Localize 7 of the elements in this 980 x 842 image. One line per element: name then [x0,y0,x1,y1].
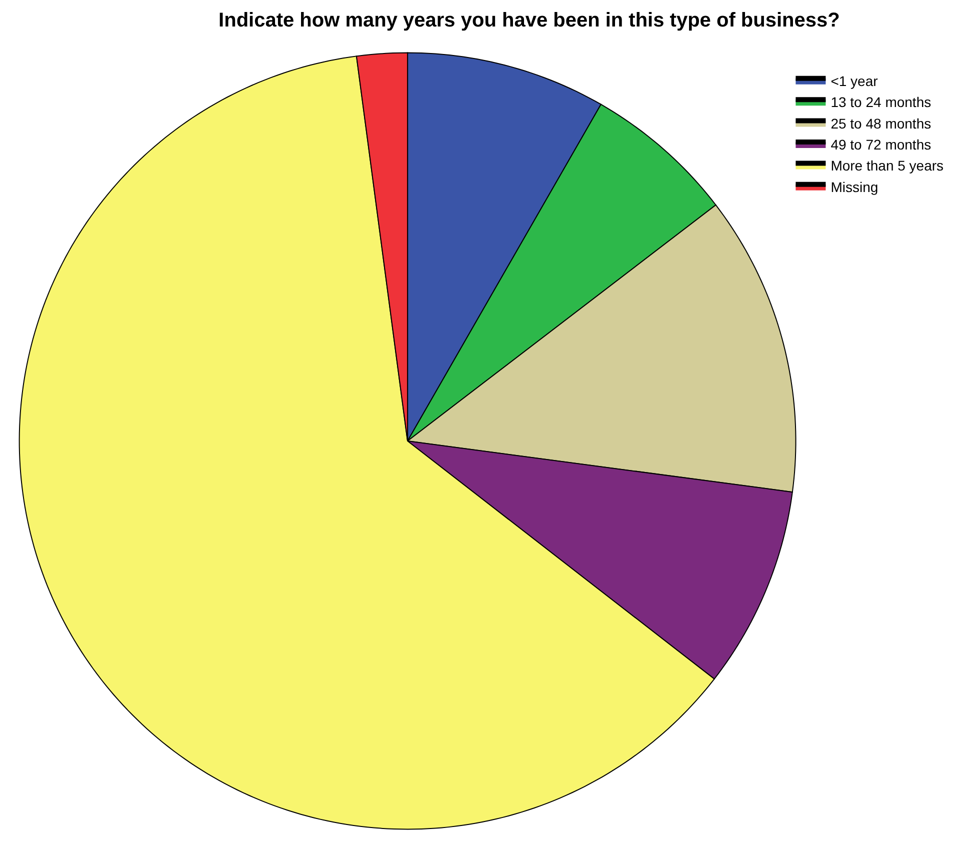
legend-label: More than 5 years [830,158,944,174]
legend-label: Missing [830,178,878,195]
legend-label: 13 to 24 months [830,94,932,110]
legend-label: <1 year [830,72,878,89]
legend-label: 25 to 48 months [830,115,932,132]
chart-title: Indicate how many years you have been in this type of business? [218,10,840,32]
legend-label: 49 to 72 months [830,136,932,152]
